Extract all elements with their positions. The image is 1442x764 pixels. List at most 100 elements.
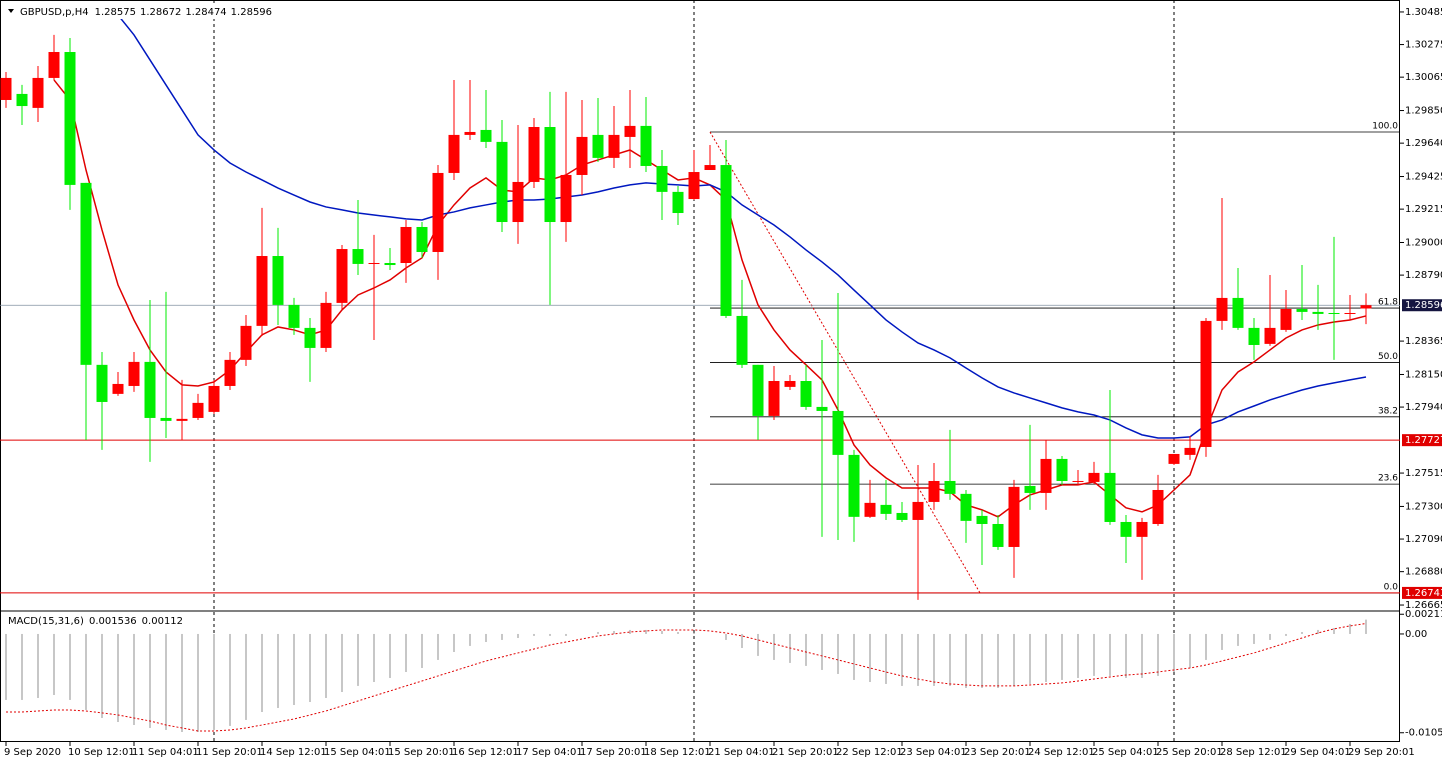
candle-body [48,52,60,78]
fibo-base [709,131,981,594]
y-tick-label: 1.26880 [1405,567,1442,578]
fibo-label: 100.0 [1372,121,1398,131]
candle-body [976,515,988,524]
price-box [1402,586,1442,599]
candle-body [544,126,556,223]
y-tick-label: 1.28790 [1405,270,1442,281]
price-box [1402,434,1442,447]
candle-body [272,256,284,305]
fibo-label: 61.8 [1378,298,1398,308]
candle-body [1312,311,1324,314]
candle-body [1152,489,1164,524]
candle-body [1328,312,1340,314]
fibo-label: 23.6 [1378,474,1398,484]
candle-body [704,165,716,171]
candle-body [784,380,796,387]
candle-body [448,134,460,173]
y-tick-label: 1.30275 [1405,40,1442,51]
y-tick-label: 1.29000 [1405,238,1442,249]
candle-body [1056,458,1068,481]
candle-body [384,263,396,266]
candle-body [16,93,28,107]
candle-body [240,325,252,360]
y-tick-label: -0.01057 [1405,728,1442,739]
candle-body [768,380,780,416]
x-tick-label: 11 Sep 04:01 [132,747,199,758]
candle-body [1040,458,1052,493]
macd-header: MACD(15,31,6) 0.001536 0.00112 [8,616,183,627]
candle-body [368,263,380,265]
candle-body [464,131,476,135]
candle-body [1184,447,1196,455]
candle-body [944,480,956,494]
candle-body [800,380,812,407]
x-tick-label: 25 Sep 04:01 [1092,747,1159,758]
x-tick-label: 29 Sep 04:01 [1284,747,1351,758]
signal-line [6,623,1367,732]
x-tick-label: 11 Sep 20:01 [196,747,263,758]
candle-body [480,129,492,142]
fibo-label: 38.2 [1378,406,1398,416]
plot-layer: 1.30485 1.30275 1.30065 1.29850 1.29640 1.294… [0,7,1442,758]
candle-body [1024,485,1036,493]
x-tick-label: 17 Sep 04:01 [516,747,583,758]
y-tick-label: 1.27090 [1405,534,1442,545]
x-tick-label: 9 Sep 2020 [4,747,61,758]
candle-body [352,249,364,264]
candle-body [208,385,220,412]
candle-body [1264,327,1276,344]
candle-body [656,165,668,192]
y-tick-label: 0.00 [1405,629,1427,640]
candle-body [1088,472,1100,482]
candle-body [992,523,1004,547]
candle-body [1248,327,1260,345]
menu-arrow[interactable] [8,9,14,13]
y-tick-label: 1.29850 [1405,106,1442,117]
candle-body [752,364,764,416]
candle-body [0,77,12,100]
candle-body [816,406,828,411]
candle-body [160,417,172,421]
y-tick-label: 1.29640 [1405,138,1442,149]
price-box [1402,299,1442,312]
fibo-label: 0.0 [1384,582,1399,592]
candle-body [960,493,972,521]
candle-body [256,256,268,326]
candle-body [176,418,188,421]
x-tick-label: 15 Sep 20:01 [388,747,455,758]
candle-body [320,302,332,348]
y-tick-label: 1.29425 [1405,172,1442,183]
candle-body [576,136,588,175]
x-tick-label: 17 Sep 20:01 [580,747,647,758]
candle-body [1360,305,1372,309]
candle-body [336,249,348,303]
candle-body [928,480,940,502]
x-tick-label: 21 Sep 04:01 [708,747,775,758]
y-tick-label: 1.28365 [1405,336,1442,347]
last-close: 1.28596 [231,7,272,18]
y-tick-label: 1.28150 [1405,369,1442,380]
price-box-label: 1.28596 [1405,300,1442,311]
candle-body [224,359,236,386]
x-tick-label: 22 Sep 12:01 [836,747,903,758]
candle-body [560,174,572,223]
price-box-label: 1.27727 [1405,435,1442,446]
x-tick-label: 21 Sep 20:01 [772,747,839,758]
x-tick-label: 10 Sep 12:01 [68,747,135,758]
x-tick-label: 18 Sep 12:01 [644,747,711,758]
y-tick-label: 1.27940 [1405,402,1442,413]
candle-body [736,315,748,365]
last-open: 1.28575 [95,7,136,18]
macd-title: MACD(15,31,6) [8,616,84,627]
candle-body [496,141,508,223]
candle-body [1280,308,1292,330]
last-high: 1.28672 [140,7,181,18]
candle-body [592,134,604,158]
candle-body [1008,486,1020,547]
chart-header: GBPUSD,p,H4 1.28575 1.28672 1.28474 1.28596 [20,7,272,18]
candle-body [1120,521,1132,537]
candle-body [672,191,684,214]
fibo-label: 50.0 [1378,352,1398,362]
x-tick-label: 15 Sep 04:01 [324,747,391,758]
